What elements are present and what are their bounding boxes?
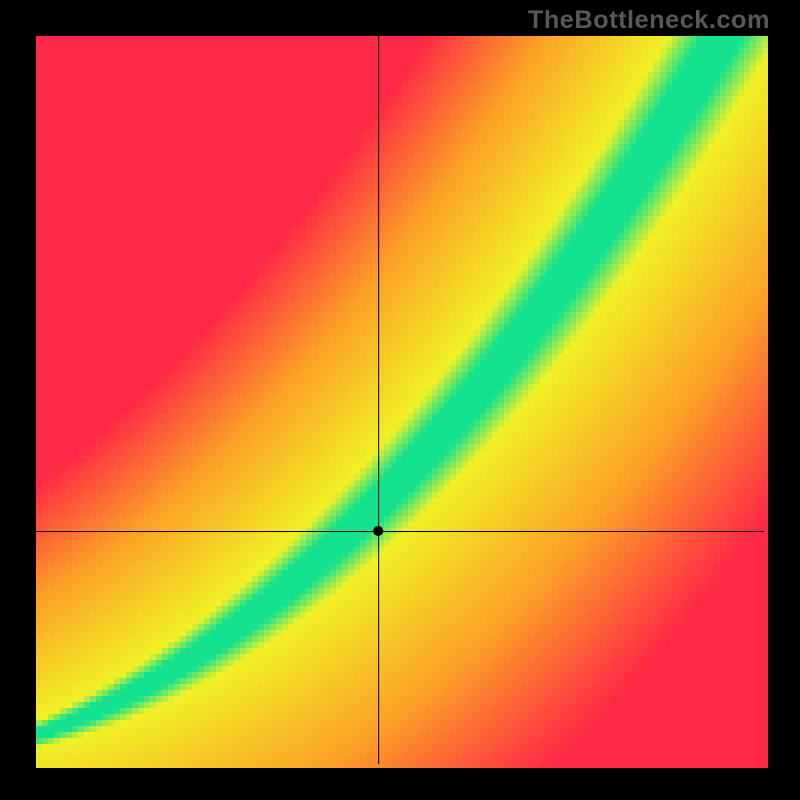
figure-container: TheBottleneck.com — [0, 0, 800, 800]
watermark-text: TheBottleneck.com — [528, 6, 770, 35]
bottleneck-heatmap — [0, 0, 800, 800]
